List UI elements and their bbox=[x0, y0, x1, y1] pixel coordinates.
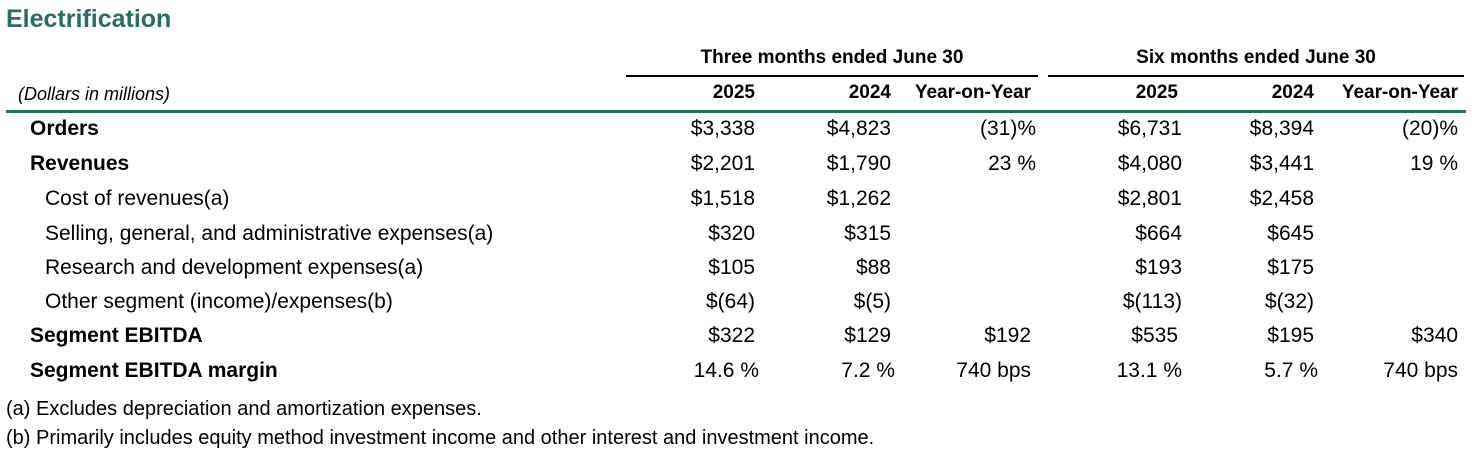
table-row: Selling, general, and administrative exp… bbox=[0, 217, 1472, 251]
row-label: Cost of revenues(a) bbox=[45, 187, 230, 210]
cell-q2-2025: $322 bbox=[708, 324, 755, 347]
cell-h1-2025: $4,080 bbox=[1117, 152, 1182, 175]
cell-q2-yoy: 740 bps bbox=[956, 359, 1031, 382]
cell-h1-2024: 5.7 % bbox=[1264, 359, 1318, 382]
footnote-b: (b) Primarily includes equity method inv… bbox=[6, 427, 875, 449]
column-header: 2024 bbox=[1271, 82, 1314, 103]
cell-q2-2025: $3,338 bbox=[690, 117, 755, 140]
cell-q2-yoy: 23 % bbox=[988, 152, 1036, 175]
row-label: Segment EBITDA margin bbox=[30, 359, 278, 382]
cell-q2-2025: $320 bbox=[708, 222, 755, 245]
footnote-a: (a) Excludes depreciation and amortizati… bbox=[6, 398, 482, 420]
cell-h1-2024: $8,394 bbox=[1249, 117, 1314, 140]
group-rule-six-months bbox=[1048, 75, 1464, 77]
cell-h1-2025: $(113) bbox=[1122, 290, 1182, 313]
table-row: Segment EBITDA margin 14.6 % 7.2 % 740 b… bbox=[0, 354, 1472, 388]
cell-q2-2024: 7.2 % bbox=[841, 359, 895, 382]
cell-q2-2025: $(64) bbox=[705, 290, 755, 313]
cell-h1-2025: $193 bbox=[1135, 256, 1182, 279]
cell-h1-yoy: 740 bps bbox=[1383, 359, 1458, 382]
cell-h1-2025: $6,731 bbox=[1117, 117, 1182, 140]
cell-q2-2024: $88 bbox=[855, 256, 891, 279]
row-label: Segment EBITDA bbox=[30, 324, 203, 347]
cell-q2-2025: $2,201 bbox=[690, 152, 755, 175]
cell-h1-2025: 13.1 % bbox=[1116, 359, 1182, 382]
header-divider bbox=[6, 110, 1466, 113]
cell-q2-2024: $315 bbox=[844, 222, 891, 245]
group-header-six-months: Six months ended June 30 bbox=[1136, 47, 1376, 68]
cell-h1-2024: $3,441 bbox=[1249, 152, 1314, 175]
cell-q2-2025: 14.6 % bbox=[693, 359, 759, 382]
cell-h1-yoy: (20)% bbox=[1401, 117, 1458, 140]
cell-q2-yoy: $192 bbox=[984, 324, 1031, 347]
table-row: Segment EBITDA $322 $129 $192 $535 $195 … bbox=[0, 319, 1472, 353]
cell-q2-2024: $1,790 bbox=[826, 152, 891, 175]
cell-q2-2024: $4,823 bbox=[826, 117, 891, 140]
units-label: (Dollars in millions) bbox=[18, 84, 171, 104]
table-row: Orders $3,338 $4,823 (31)% $6,731 $8,394… bbox=[0, 112, 1472, 146]
cell-q2-2024: $1,262 bbox=[826, 187, 891, 210]
cell-h1-2024: $2,458 bbox=[1249, 187, 1314, 210]
cell-h1-2025: $535 bbox=[1131, 324, 1178, 347]
table-title: Electrification bbox=[6, 5, 172, 33]
cell-h1-2025: $2,801 bbox=[1117, 187, 1182, 210]
column-header: Year-on-Year bbox=[1341, 82, 1458, 103]
table-row: Research and development expenses(a) $10… bbox=[0, 251, 1472, 285]
table-row: Other segment (income)/expenses(b) $(64)… bbox=[0, 285, 1472, 319]
cell-q2-2025: $1,518 bbox=[690, 187, 755, 210]
row-label: Revenues bbox=[30, 152, 130, 175]
cell-q2-yoy: (31)% bbox=[979, 117, 1036, 140]
group-header-three-months: Three months ended June 30 bbox=[700, 47, 964, 68]
group-rule-three-months bbox=[626, 75, 1038, 77]
cell-h1-2024: $(32) bbox=[1264, 290, 1314, 313]
column-header: 2025 bbox=[712, 82, 755, 103]
cell-q2-2024: $(5) bbox=[853, 290, 891, 313]
column-header: Year-on-Year bbox=[914, 82, 1031, 103]
row-label: Research and development expenses(a) bbox=[45, 256, 424, 279]
cell-h1-2025: $664 bbox=[1135, 222, 1182, 245]
cell-h1-2024: $195 bbox=[1267, 324, 1314, 347]
column-header: 2025 bbox=[1135, 82, 1178, 103]
cell-q2-2025: $105 bbox=[708, 256, 755, 279]
column-header: 2024 bbox=[848, 82, 891, 103]
cell-q2-2024: $129 bbox=[844, 324, 891, 347]
cell-h1-2024: $175 bbox=[1267, 256, 1314, 279]
row-label: Orders bbox=[30, 117, 99, 140]
cell-h1-2024: $645 bbox=[1267, 222, 1314, 245]
row-label: Selling, general, and administrative exp… bbox=[45, 222, 494, 245]
row-label: Other segment (income)/expenses(b) bbox=[45, 290, 393, 313]
cell-h1-yoy: 19 % bbox=[1410, 152, 1458, 175]
table-row: Cost of revenues(a) $1,518 $1,262 $2,801… bbox=[0, 182, 1472, 216]
cell-h1-yoy: $340 bbox=[1411, 324, 1458, 347]
table-row: Revenues $2,201 $1,790 23 % $4,080 $3,44… bbox=[0, 147, 1472, 181]
